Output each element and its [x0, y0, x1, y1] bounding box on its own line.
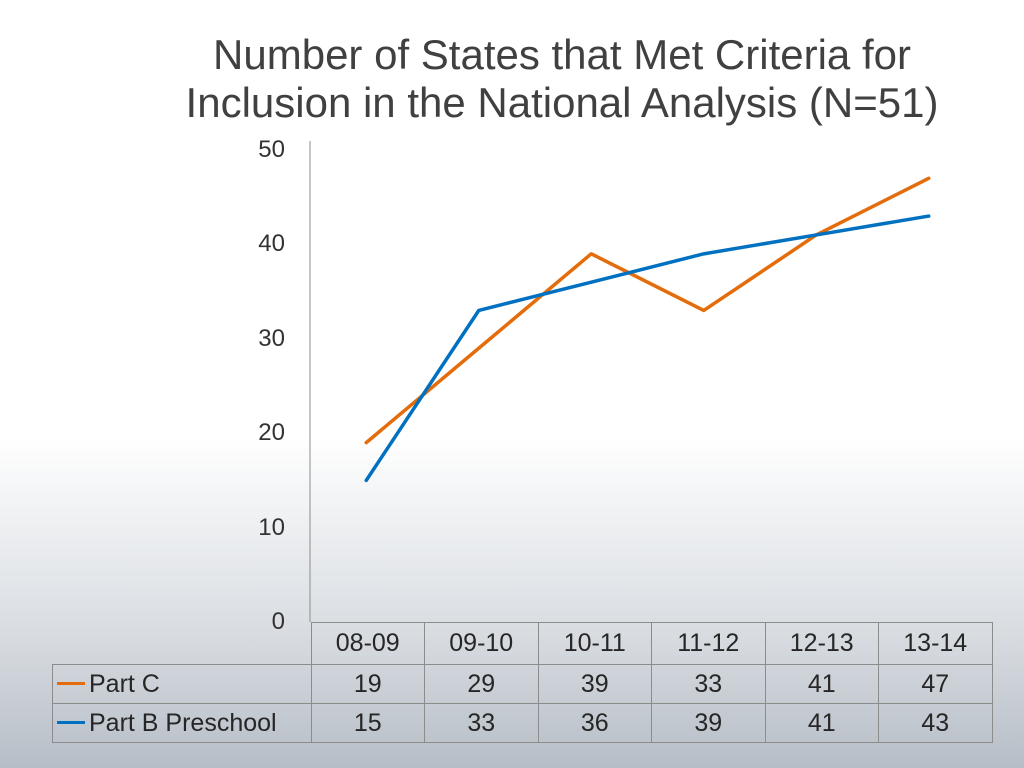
data-table-body: Part C 19 29 39 33 41 47 Part B Preschoo…	[52, 664, 993, 743]
data-table: 08-09 09-10 10-11 11-12 12-13 13-14 Part…	[52, 622, 993, 743]
value-cell: 41	[764, 703, 879, 743]
legend-entry-part-c: Part C	[52, 664, 312, 704]
table-row-part-c: Part C 19 29 39 33 41 47	[52, 664, 993, 704]
category-label: 11-12	[651, 622, 766, 665]
chart-title: Number of States that Met Criteria for I…	[185, 31, 939, 126]
y-tick-label: 30	[258, 324, 285, 352]
y-tick-label: 50	[258, 136, 285, 163]
value-cell: 33	[424, 703, 539, 743]
value-cell: 41	[764, 664, 879, 704]
orange-line-legend-icon	[57, 681, 85, 685]
series-name-label: Part B Preschool	[89, 708, 277, 737]
category-label: 13-14	[878, 622, 993, 665]
series-line-part-c	[364, 176, 931, 445]
table-row-part-b-preschool: Part B Preschool 15 33 36 39 41 43	[52, 703, 993, 743]
value-cell: 39	[651, 703, 766, 743]
table-corner-cell	[52, 622, 312, 665]
series-name-label: Part C	[89, 669, 160, 698]
data-table-header: 08-09 09-10 10-11 11-12 12-13 13-14	[52, 622, 993, 665]
value-cell: 29	[424, 664, 539, 704]
y-tick-label: 20	[258, 419, 285, 447]
series-line-part-b-preschool	[364, 214, 931, 483]
category-label: 09-10	[424, 622, 539, 665]
y-tick-label: 40	[258, 230, 285, 258]
table-header-row: 08-09 09-10 10-11 11-12 12-13 13-14	[52, 622, 993, 665]
category-label: 12-13	[764, 622, 879, 665]
y-tick-label: 10	[258, 513, 285, 541]
value-cell: 33	[651, 664, 766, 704]
category-label: 10-11	[537, 622, 652, 665]
value-cell: 36	[537, 703, 652, 743]
value-cell: 43	[878, 703, 993, 743]
value-cell: 15	[310, 703, 425, 743]
legend-entry-part-b-preschool: Part B Preschool	[52, 703, 312, 743]
blue-line-legend-icon	[57, 720, 85, 724]
value-cell: 39	[537, 664, 652, 704]
value-cell: 19	[310, 664, 425, 704]
value-cell: 47	[878, 664, 993, 704]
category-label: 08-09	[310, 622, 425, 665]
